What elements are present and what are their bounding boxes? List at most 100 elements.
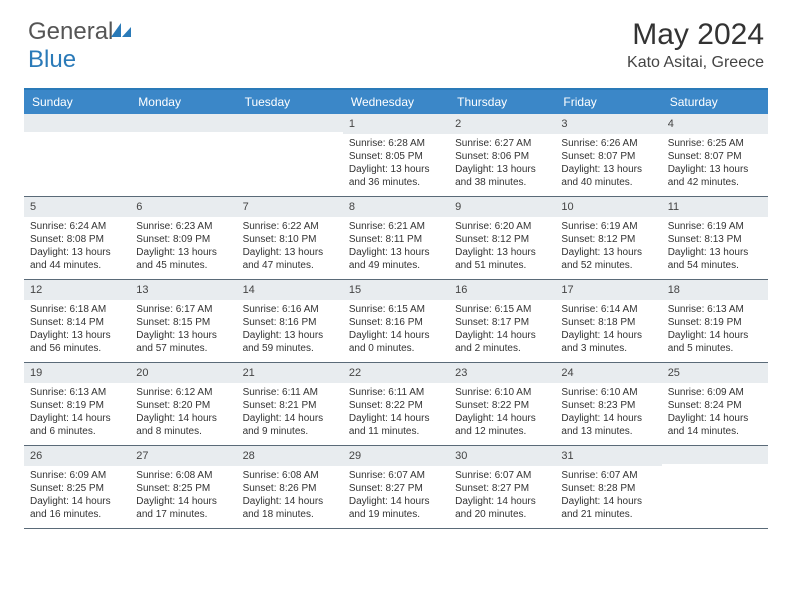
day-body: Sunrise: 6:11 AMSunset: 8:21 PMDaylight:… xyxy=(237,383,343,443)
day-line: Daylight: 14 hours xyxy=(349,412,443,425)
day-body: Sunrise: 6:20 AMSunset: 8:12 PMDaylight:… xyxy=(449,217,555,277)
day-cell: 20Sunrise: 6:12 AMSunset: 8:20 PMDayligh… xyxy=(130,363,236,445)
day-body: Sunrise: 6:14 AMSunset: 8:18 PMDaylight:… xyxy=(555,300,661,360)
day-line: Daylight: 14 hours xyxy=(243,412,337,425)
week-row: 1Sunrise: 6:28 AMSunset: 8:05 PMDaylight… xyxy=(24,114,768,197)
day-line: Sunrise: 6:13 AM xyxy=(668,303,762,316)
day-number: 16 xyxy=(449,280,555,300)
day-cell: 4Sunrise: 6:25 AMSunset: 8:07 PMDaylight… xyxy=(662,114,768,196)
day-line: Sunrise: 6:08 AM xyxy=(243,469,337,482)
day-line: Sunrise: 6:08 AM xyxy=(136,469,230,482)
day-body: Sunrise: 6:17 AMSunset: 8:15 PMDaylight:… xyxy=(130,300,236,360)
day-body: Sunrise: 6:26 AMSunset: 8:07 PMDaylight:… xyxy=(555,134,661,194)
logo-text-blue: Blue xyxy=(28,46,76,73)
day-body: Sunrise: 6:08 AMSunset: 8:26 PMDaylight:… xyxy=(237,466,343,526)
day-line: Sunset: 8:09 PM xyxy=(136,233,230,246)
sail-icon xyxy=(111,18,133,46)
day-number: 28 xyxy=(237,446,343,466)
day-body: Sunrise: 6:11 AMSunset: 8:22 PMDaylight:… xyxy=(343,383,449,443)
day-number: 29 xyxy=(343,446,449,466)
day-line: Sunset: 8:11 PM xyxy=(349,233,443,246)
day-number: 9 xyxy=(449,197,555,217)
day-line: Daylight: 14 hours xyxy=(455,412,549,425)
day-line: Sunset: 8:25 PM xyxy=(30,482,124,495)
day-line: Sunrise: 6:09 AM xyxy=(30,469,124,482)
day-line: and 36 minutes. xyxy=(349,176,443,189)
day-body: Sunrise: 6:09 AMSunset: 8:25 PMDaylight:… xyxy=(24,466,130,526)
day-line: and 0 minutes. xyxy=(349,342,443,355)
day-body xyxy=(662,464,768,472)
day-body: Sunrise: 6:10 AMSunset: 8:22 PMDaylight:… xyxy=(449,383,555,443)
day-line: Sunset: 8:28 PM xyxy=(561,482,655,495)
day-body: Sunrise: 6:18 AMSunset: 8:14 PMDaylight:… xyxy=(24,300,130,360)
day-body xyxy=(130,132,236,140)
day-cell: 2Sunrise: 6:27 AMSunset: 8:06 PMDaylight… xyxy=(449,114,555,196)
day-cell: 13Sunrise: 6:17 AMSunset: 8:15 PMDayligh… xyxy=(130,280,236,362)
day-line: Daylight: 13 hours xyxy=(243,246,337,259)
day-line: and 19 minutes. xyxy=(349,508,443,521)
day-line: Sunrise: 6:19 AM xyxy=(561,220,655,233)
day-line: Daylight: 13 hours xyxy=(243,329,337,342)
day-line: and 49 minutes. xyxy=(349,259,443,272)
day-line: Daylight: 14 hours xyxy=(668,412,762,425)
day-body: Sunrise: 6:24 AMSunset: 8:08 PMDaylight:… xyxy=(24,217,130,277)
day-cell: 30Sunrise: 6:07 AMSunset: 8:27 PMDayligh… xyxy=(449,446,555,528)
day-number: 6 xyxy=(130,197,236,217)
day-body: Sunrise: 6:12 AMSunset: 8:20 PMDaylight:… xyxy=(130,383,236,443)
day-number: 15 xyxy=(343,280,449,300)
day-cell: 27Sunrise: 6:08 AMSunset: 8:25 PMDayligh… xyxy=(130,446,236,528)
day-line: Sunset: 8:24 PM xyxy=(668,399,762,412)
day-cell: 28Sunrise: 6:08 AMSunset: 8:26 PMDayligh… xyxy=(237,446,343,528)
location: Kato Asitai, Greece xyxy=(627,54,764,72)
day-number: 27 xyxy=(130,446,236,466)
day-number xyxy=(130,114,236,132)
day-line: Daylight: 13 hours xyxy=(668,163,762,176)
day-line: and 17 minutes. xyxy=(136,508,230,521)
day-line: Sunset: 8:21 PM xyxy=(243,399,337,412)
day-line: Daylight: 14 hours xyxy=(561,412,655,425)
day-body: Sunrise: 6:22 AMSunset: 8:10 PMDaylight:… xyxy=(237,217,343,277)
day-line: Daylight: 14 hours xyxy=(349,495,443,508)
day-line: Sunset: 8:14 PM xyxy=(30,316,124,329)
day-body: Sunrise: 6:10 AMSunset: 8:23 PMDaylight:… xyxy=(555,383,661,443)
day-line: and 38 minutes. xyxy=(455,176,549,189)
day-line: Daylight: 14 hours xyxy=(561,329,655,342)
day-line: Sunset: 8:12 PM xyxy=(455,233,549,246)
weekday-header: Monday xyxy=(130,90,236,114)
day-line: and 51 minutes. xyxy=(455,259,549,272)
day-body: Sunrise: 6:27 AMSunset: 8:06 PMDaylight:… xyxy=(449,134,555,194)
day-line: Sunset: 8:17 PM xyxy=(455,316,549,329)
day-body: Sunrise: 6:19 AMSunset: 8:13 PMDaylight:… xyxy=(662,217,768,277)
day-line: Sunset: 8:05 PM xyxy=(349,150,443,163)
day-line: Sunrise: 6:19 AM xyxy=(668,220,762,233)
week-row: 19Sunrise: 6:13 AMSunset: 8:19 PMDayligh… xyxy=(24,363,768,446)
day-number: 13 xyxy=(130,280,236,300)
day-line: Daylight: 13 hours xyxy=(349,163,443,176)
day-line: and 14 minutes. xyxy=(668,425,762,438)
title-block: May 2024 Kato Asitai, Greece xyxy=(627,18,764,72)
day-line: Sunrise: 6:28 AM xyxy=(349,137,443,150)
day-line: Sunrise: 6:17 AM xyxy=(136,303,230,316)
weekday-header: Wednesday xyxy=(343,90,449,114)
day-number: 25 xyxy=(662,363,768,383)
day-line: Daylight: 13 hours xyxy=(561,246,655,259)
day-cell: 17Sunrise: 6:14 AMSunset: 8:18 PMDayligh… xyxy=(555,280,661,362)
day-line: Sunset: 8:27 PM xyxy=(349,482,443,495)
day-cell xyxy=(130,114,236,196)
day-line: Sunrise: 6:07 AM xyxy=(455,469,549,482)
day-number: 2 xyxy=(449,114,555,134)
day-body: Sunrise: 6:21 AMSunset: 8:11 PMDaylight:… xyxy=(343,217,449,277)
day-number: 11 xyxy=(662,197,768,217)
day-line: Sunrise: 6:09 AM xyxy=(668,386,762,399)
day-line: and 11 minutes. xyxy=(349,425,443,438)
weekday-header: Saturday xyxy=(662,90,768,114)
day-body: Sunrise: 6:25 AMSunset: 8:07 PMDaylight:… xyxy=(662,134,768,194)
day-body: Sunrise: 6:28 AMSunset: 8:05 PMDaylight:… xyxy=(343,134,449,194)
day-line: Daylight: 13 hours xyxy=(30,246,124,259)
day-line: Sunset: 8:22 PM xyxy=(349,399,443,412)
day-line: Daylight: 13 hours xyxy=(455,163,549,176)
day-line: Sunset: 8:08 PM xyxy=(30,233,124,246)
day-body: Sunrise: 6:07 AMSunset: 8:27 PMDaylight:… xyxy=(343,466,449,526)
day-line: and 8 minutes. xyxy=(136,425,230,438)
day-line: and 47 minutes. xyxy=(243,259,337,272)
